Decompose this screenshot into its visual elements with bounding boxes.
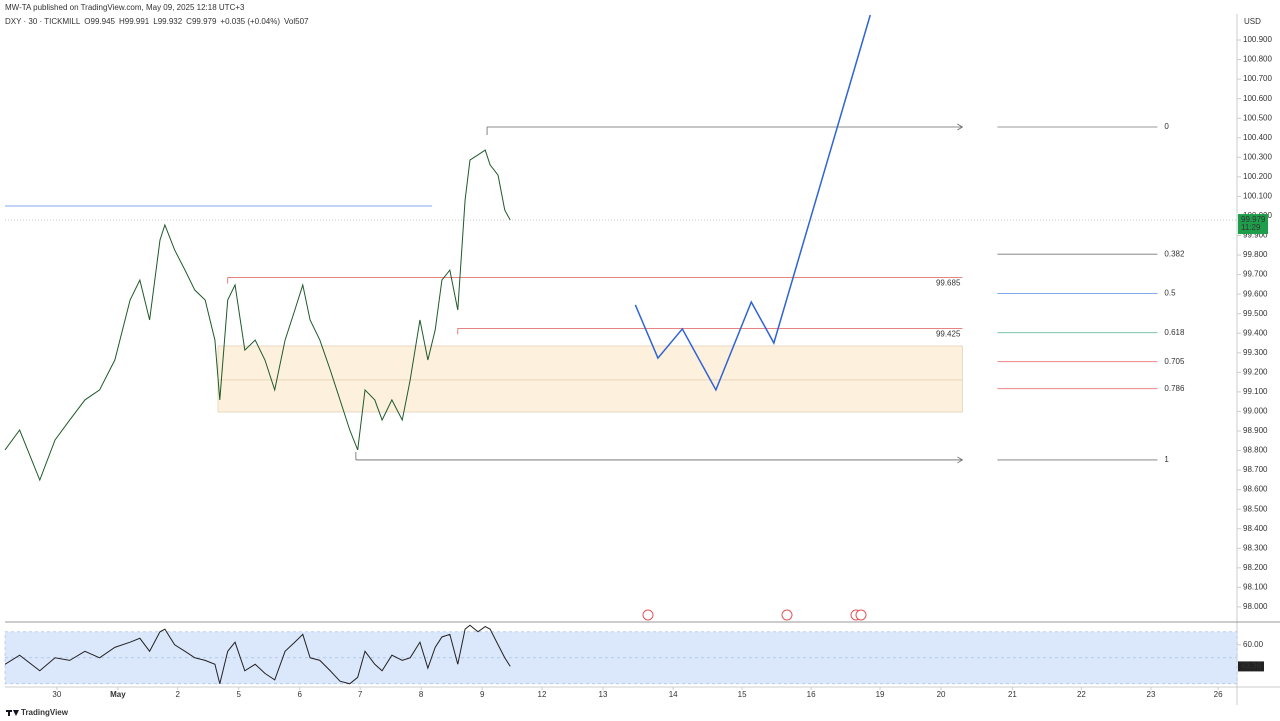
- y-tick-label: 98.800: [1243, 446, 1268, 455]
- rsi-badge-value: 43.36: [1241, 662, 1262, 671]
- ohlc-key: L: [153, 17, 158, 26]
- arrow-head: [957, 123, 964, 131]
- y-tick-label: 99.600: [1243, 289, 1268, 298]
- rsi-band: [4, 631, 1238, 685]
- x-tick-label: 30: [52, 690, 61, 699]
- fib-label: 0.382: [1164, 249, 1185, 258]
- rsi-tick-label: 60.00: [1243, 640, 1264, 649]
- y-tick-label: 99.300: [1243, 348, 1268, 357]
- y-tick-label: 99.200: [1243, 367, 1268, 376]
- rsi-badge: [1238, 661, 1264, 672]
- price-badge-countdown: 11:29: [1241, 223, 1261, 232]
- level-label: 99.685: [936, 279, 961, 288]
- y-tick-label: 99.500: [1243, 309, 1268, 318]
- x-tick-label: 9: [480, 690, 485, 699]
- x-tick-label: 22: [1077, 690, 1086, 699]
- x-tick-label: 23: [1147, 690, 1156, 699]
- x-tick-label: 12: [538, 690, 547, 699]
- brand: TradingView: [21, 708, 69, 717]
- y-tick-label: 100.500: [1243, 113, 1272, 122]
- x-tick-label: 8: [419, 690, 424, 699]
- fib-label: 0.618: [1164, 328, 1185, 337]
- fib-label: 0: [1164, 122, 1169, 131]
- y-tick-label: 98.700: [1243, 465, 1268, 474]
- y-tick-label: 98.000: [1243, 602, 1268, 611]
- ohlc-key: O: [84, 17, 90, 26]
- ohlc-value: 99.979: [192, 17, 217, 26]
- y-tick-label: 98.400: [1243, 524, 1268, 533]
- y-tick-label: 99.700: [1243, 270, 1268, 279]
- event-icons: [642, 609, 867, 621]
- y-tick-label: 100.900: [1243, 35, 1272, 44]
- x-tick-label: 15: [738, 690, 747, 699]
- x-tick-label: 6: [298, 690, 303, 699]
- rsi-line: [4, 624, 511, 685]
- x-tick-label: 26: [1214, 690, 1223, 699]
- y-tick-label: 98.600: [1243, 485, 1268, 494]
- x-tick-label: 21: [1008, 690, 1017, 699]
- level-label: 99.425: [936, 329, 961, 338]
- y-tick-label: 100.300: [1243, 152, 1272, 161]
- x-tick-label: 7: [358, 690, 363, 699]
- x-tick-label: 2: [175, 690, 180, 699]
- y-tick-label: 99.400: [1243, 328, 1268, 337]
- y-tick-label: 99.800: [1243, 250, 1268, 259]
- x-tick-label: 16: [807, 690, 816, 699]
- y-tick-label: 99.900: [1243, 231, 1268, 240]
- projection-line: [634, 14, 871, 392]
- ohlc-key: C: [186, 17, 192, 26]
- vol-label: Vol: [284, 17, 295, 26]
- y-tick-label: 98.500: [1243, 504, 1268, 513]
- y-tick-label: 100.200: [1243, 172, 1272, 181]
- brand-logo: [6, 710, 19, 716]
- demand-zone: [217, 345, 963, 413]
- x-tick-label: 13: [599, 690, 608, 699]
- change: +0.035 (+0.04%): [220, 17, 280, 26]
- y-tick-label: 98.900: [1243, 426, 1268, 435]
- y-tick-label: 98.300: [1243, 543, 1268, 552]
- y-tick-label: 100.400: [1243, 133, 1272, 142]
- currency: USD: [1244, 17, 1261, 26]
- ohlc-value: 99.932: [158, 17, 183, 26]
- price-line: [4, 149, 511, 482]
- vol-value: 507: [295, 17, 309, 26]
- fib-label: 1: [1164, 455, 1169, 464]
- fib-label: 0.5: [1164, 289, 1176, 298]
- x-tick-label: 19: [876, 690, 885, 699]
- y-tick-label: 99.100: [1243, 387, 1268, 396]
- x-tick-label: 20: [937, 690, 946, 699]
- y-tick-label: 98.100: [1243, 582, 1268, 591]
- fib-label: 0.705: [1164, 357, 1185, 366]
- price-badge-value: 99.979: [1241, 215, 1266, 224]
- fib-label: 0.786: [1164, 384, 1185, 393]
- price-badge: [1238, 214, 1268, 235]
- arrow-head: [957, 456, 964, 464]
- y-tick-label: 98.200: [1243, 563, 1268, 572]
- symbol: DXY · 30 · TICKMILL: [5, 17, 81, 26]
- ohlc-value: 99.991: [125, 17, 150, 26]
- y-tick-label: 99.000: [1243, 407, 1268, 416]
- ohlc-value: 99.945: [91, 17, 116, 26]
- y-tick-label: 100.100: [1243, 192, 1272, 201]
- y-tick-label: 100.600: [1243, 94, 1272, 103]
- ohlc-key: H: [119, 17, 125, 26]
- published-note: MW-TA published on TradingView.com, May …: [5, 3, 245, 12]
- y-tick-label: 100.700: [1243, 74, 1272, 83]
- x-tick-label: 5: [236, 690, 241, 699]
- x-tick-label: May: [110, 690, 126, 699]
- x-tick-label: 14: [669, 690, 678, 699]
- y-tick-label: 100.800: [1243, 55, 1272, 64]
